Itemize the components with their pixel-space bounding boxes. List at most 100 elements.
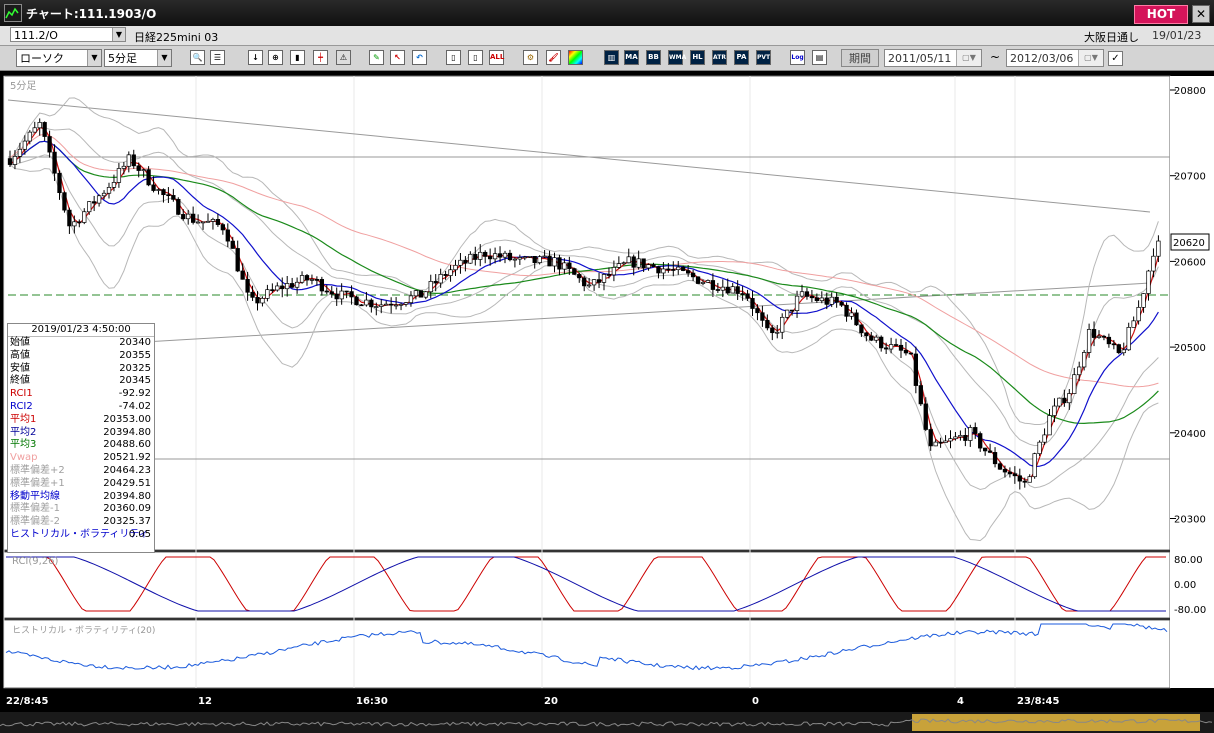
main-price-panel[interactable] bbox=[3, 75, 1171, 551]
candle-body bbox=[760, 312, 765, 321]
bar-chart-icon[interactable]: ▮ bbox=[290, 50, 305, 65]
export-icon[interactable]: ▤ bbox=[812, 50, 827, 65]
zoom-icon[interactable]: 🔍 bbox=[190, 50, 205, 65]
chevron-down-icon[interactable]: ▼ bbox=[157, 50, 171, 66]
chart-type-value: ローソク bbox=[20, 52, 64, 65]
candle-range-icon[interactable]: ▯ bbox=[468, 50, 483, 65]
chevron-down-icon[interactable]: ▼ bbox=[87, 50, 101, 66]
atr-button[interactable]: ATR bbox=[712, 50, 727, 65]
vwap-line bbox=[9, 133, 1159, 388]
candle-body bbox=[52, 151, 57, 174]
date-from-field[interactable]: 2011/05/11 ▢▼ bbox=[884, 49, 982, 67]
wma-button[interactable]: WMA bbox=[668, 50, 686, 65]
data-window-value: 20355 bbox=[119, 349, 151, 361]
data-window-value: 20394.80 bbox=[103, 426, 151, 438]
calendar-dropdown-icon[interactable]: ▢▼ bbox=[956, 50, 981, 66]
hl-button[interactable]: HL bbox=[690, 50, 705, 65]
timeframe-select[interactable]: 5分足 ▼ bbox=[104, 49, 172, 67]
hot-button[interactable]: HOT bbox=[1134, 5, 1188, 24]
candle-body bbox=[656, 266, 661, 274]
search-chart-icon[interactable]: ⊕ bbox=[268, 50, 283, 65]
candle-settings-icon[interactable]: ▯ bbox=[446, 50, 461, 65]
draw-down-icon[interactable]: ↓ bbox=[248, 50, 263, 65]
candle-body bbox=[968, 427, 973, 441]
candle-body bbox=[883, 347, 889, 350]
date-from-value: 2011/05/11 bbox=[888, 52, 952, 65]
data-window-label: 移動平均線 bbox=[10, 490, 60, 502]
pvt-button[interactable]: PVT bbox=[756, 50, 771, 65]
window-titlebar: チャート:111.1903/O HOT ✕ bbox=[0, 0, 1214, 27]
chart-type-select[interactable]: ローソク ▼ bbox=[16, 49, 102, 67]
data-window-value: 20353.00 bbox=[103, 413, 151, 425]
candle-body bbox=[591, 279, 597, 286]
bb-button[interactable]: BB bbox=[646, 50, 661, 65]
candle-body bbox=[1146, 270, 1151, 294]
candle-body bbox=[1037, 441, 1042, 455]
candle-body bbox=[577, 274, 582, 279]
candle-body bbox=[1086, 329, 1092, 353]
candle-body bbox=[695, 276, 701, 284]
calendar-dropdown-icon[interactable]: ▢▼ bbox=[1078, 50, 1103, 66]
candle-body bbox=[171, 195, 176, 200]
candle-body bbox=[1121, 349, 1126, 354]
candle-body bbox=[339, 290, 344, 300]
warning-icon[interactable]: ⚠ bbox=[336, 50, 351, 65]
symbol-value: 111.2/O bbox=[14, 29, 58, 42]
candle-body bbox=[690, 272, 696, 278]
candle-body bbox=[765, 320, 770, 329]
tick-chart-icon[interactable]: ┿ bbox=[313, 50, 328, 65]
candle-body bbox=[651, 264, 656, 268]
candle-body bbox=[517, 257, 522, 260]
candle-body bbox=[898, 344, 904, 351]
candle-body bbox=[987, 450, 993, 453]
volume-icon[interactable]: ▥ bbox=[604, 50, 619, 65]
candle-body bbox=[369, 299, 374, 308]
navigator-bar[interactable] bbox=[0, 712, 1214, 733]
date-range-separator: ~ bbox=[990, 50, 1001, 64]
close-icon[interactable]: ✕ bbox=[1192, 5, 1210, 23]
candle-body bbox=[1027, 476, 1032, 483]
chart-area[interactable]: 5分足 RCI(9,26) ヒストリカル・ボラティリティ(20) 20800 20… bbox=[0, 72, 1214, 712]
brush-icon[interactable]: 🖌 bbox=[546, 50, 561, 65]
candle-body bbox=[854, 312, 859, 326]
rci-panel[interactable] bbox=[3, 551, 1171, 619]
chevron-down-icon[interactable]: ▼ bbox=[112, 28, 125, 41]
candle-body bbox=[601, 274, 607, 283]
ma-button[interactable]: MA bbox=[624, 50, 639, 65]
candle-body bbox=[992, 452, 998, 465]
symbol-select[interactable]: 111.2/O ▼ bbox=[10, 27, 126, 42]
candle-body bbox=[146, 169, 151, 186]
candle-body bbox=[22, 140, 27, 150]
candle-body bbox=[933, 441, 938, 447]
log-button[interactable]: Log bbox=[790, 50, 805, 65]
candle-body bbox=[829, 296, 834, 305]
data-window-row: 標準偏差+1 20429.51 bbox=[8, 478, 154, 491]
all-button[interactable]: ALL bbox=[489, 50, 504, 65]
candle-body bbox=[77, 221, 82, 224]
pencil-icon[interactable]: ✎ bbox=[369, 50, 384, 65]
candle-body bbox=[285, 283, 290, 290]
candle-body bbox=[547, 255, 552, 267]
hv-panel[interactable] bbox=[3, 619, 1171, 689]
data-window-row: 終値 20345 bbox=[8, 375, 154, 388]
color-palette-icon[interactable] bbox=[568, 50, 583, 65]
candle-body bbox=[685, 270, 691, 274]
period-button[interactable]: 期間 bbox=[841, 49, 879, 67]
data-window-label: 平均1 bbox=[10, 413, 37, 425]
candle-body bbox=[1042, 434, 1047, 443]
candle-body bbox=[319, 279, 324, 292]
cursor-icon[interactable]: ↖ bbox=[390, 50, 405, 65]
pa-button[interactable]: PA bbox=[734, 50, 749, 65]
apply-checkbox[interactable]: ✓ bbox=[1108, 51, 1123, 66]
y-axis-tick-label: 20700 bbox=[1174, 172, 1206, 183]
date-to-field[interactable]: 2012/03/06 ▢▼ bbox=[1006, 49, 1104, 67]
candle-body bbox=[131, 154, 136, 167]
candle-body bbox=[32, 127, 37, 133]
candle-body bbox=[215, 219, 221, 225]
list-icon[interactable]: ☰ bbox=[210, 50, 225, 65]
undo-icon[interactable]: ↶ bbox=[412, 50, 427, 65]
candle-body bbox=[324, 290, 329, 293]
x-axis-tick-label: 20 bbox=[544, 696, 558, 707]
data-window-value: -74.02 bbox=[118, 400, 151, 412]
gear-icon[interactable]: ⚙ bbox=[523, 50, 538, 65]
